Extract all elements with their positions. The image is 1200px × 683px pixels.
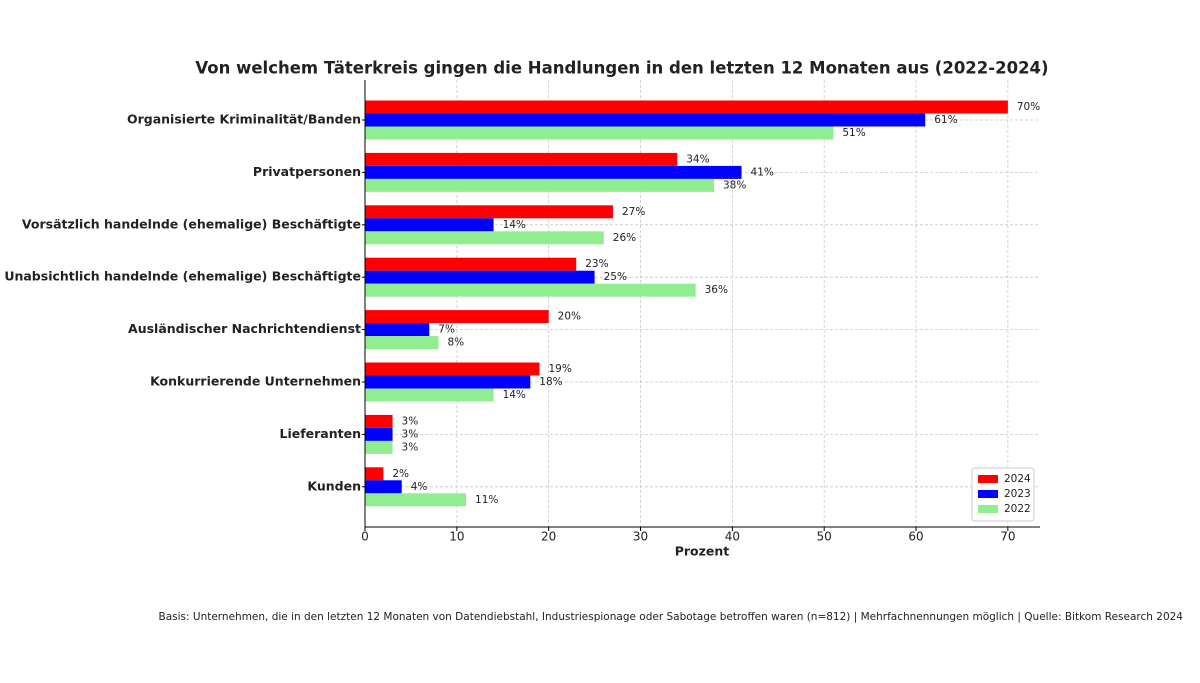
bar	[365, 178, 714, 192]
bar	[365, 375, 531, 389]
x-tick-label: 70	[1000, 530, 1015, 544]
data-label: 3%	[402, 441, 419, 453]
bar	[365, 152, 678, 166]
data-label: 14%	[503, 219, 526, 231]
bar	[365, 323, 430, 337]
legend-label: 2022	[1004, 503, 1031, 515]
bar	[365, 165, 742, 179]
x-axis-label: Prozent	[675, 544, 730, 559]
data-label: 7%	[438, 324, 455, 336]
data-label: 38%	[723, 179, 746, 191]
bar	[365, 362, 540, 376]
bar	[365, 270, 595, 284]
bar	[365, 231, 604, 245]
bar	[365, 440, 393, 454]
bar	[365, 205, 613, 219]
bar	[365, 126, 834, 140]
data-label: 11%	[475, 494, 498, 506]
legend-label: 2024	[1004, 473, 1031, 485]
bar	[365, 467, 384, 481]
y-tick-label: Kunden	[307, 478, 361, 493]
legend-label: 2023	[1004, 488, 1031, 500]
x-tick-label: 60	[908, 530, 923, 544]
bar	[365, 336, 439, 350]
x-tick-label: 50	[817, 530, 832, 544]
x-tick-label: 20	[541, 530, 556, 544]
bar	[365, 310, 549, 324]
data-label: 23%	[585, 258, 608, 270]
bar	[365, 100, 1008, 114]
data-label: 2%	[392, 468, 409, 480]
y-tick-label: Unabsichtlich handelnde (ehemalige) Besc…	[4, 269, 361, 284]
data-label: 20%	[558, 311, 581, 323]
bar	[365, 257, 577, 271]
data-label: 19%	[548, 363, 571, 375]
data-label: 41%	[751, 166, 774, 178]
chart-title: Von welchem Täterkreis gingen die Handlu…	[195, 59, 1048, 78]
data-label: 70%	[1017, 101, 1040, 113]
legend-swatch	[978, 475, 998, 483]
data-label: 3%	[402, 415, 419, 427]
bar	[365, 283, 696, 297]
y-tick-label: Ausländischer Nachrichtendienst	[128, 321, 361, 336]
data-label: 51%	[842, 127, 865, 139]
bar	[365, 480, 402, 494]
data-label: 8%	[447, 337, 464, 349]
data-label: 25%	[604, 271, 627, 283]
data-label: 34%	[686, 153, 709, 165]
y-tick-label: Organisierte Kriminalität/Banden	[127, 112, 361, 127]
legend-swatch	[978, 505, 998, 513]
bar	[365, 414, 393, 428]
x-tick-label: 30	[633, 530, 648, 544]
x-tick-label: 40	[725, 530, 740, 544]
x-tick-label: 0	[361, 530, 369, 544]
bar	[365, 218, 494, 232]
y-tick-label: Vorsätzlich handelnde (ehemalige) Beschä…	[22, 216, 361, 231]
data-label: 14%	[503, 389, 526, 401]
bar	[365, 427, 393, 441]
data-label: 3%	[402, 428, 419, 440]
data-label: 61%	[934, 114, 957, 126]
data-label: 26%	[613, 232, 636, 244]
y-tick-label: Konkurrierende Unternehmen	[150, 374, 361, 389]
bar	[365, 388, 494, 402]
data-label: 36%	[705, 284, 728, 296]
y-tick-label: Lieferanten	[280, 426, 362, 441]
x-tick-label: 10	[449, 530, 464, 544]
data-label: 18%	[539, 376, 562, 388]
bar	[365, 493, 467, 507]
footnote: Basis: Unternehmen, die in den letzten 1…	[159, 611, 1184, 623]
legend-swatch	[978, 490, 998, 498]
data-label: 4%	[411, 481, 428, 493]
y-tick-label: Privatpersonen	[253, 164, 361, 179]
bar	[365, 113, 926, 127]
data-label: 27%	[622, 206, 645, 218]
